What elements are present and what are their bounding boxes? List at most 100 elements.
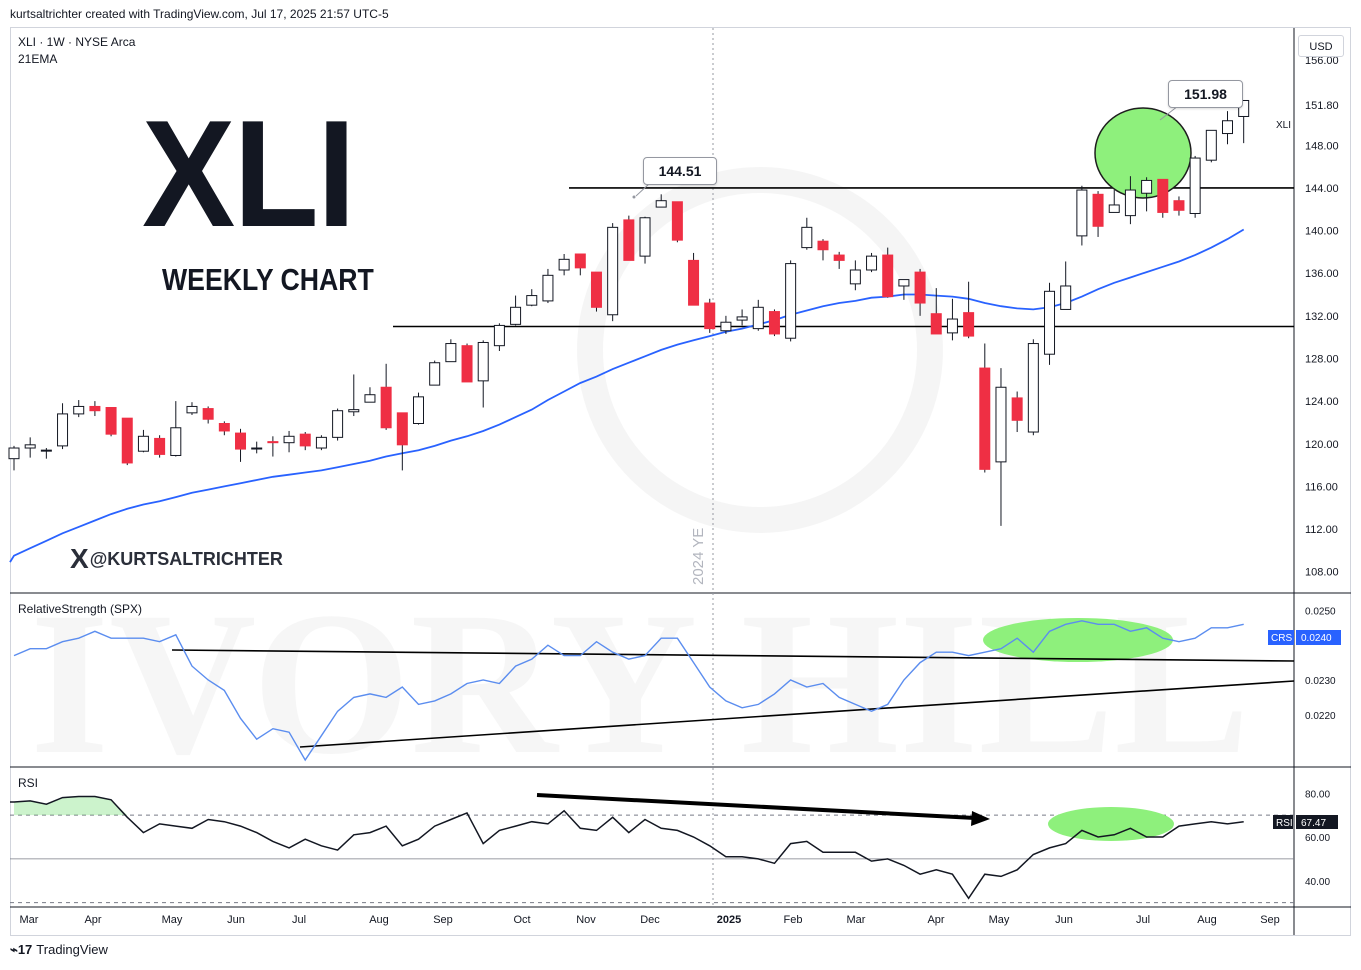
candle-body (105, 407, 117, 435)
rsi-overbought-fill (14, 796, 128, 816)
candle (752, 299, 764, 331)
candle (493, 323, 505, 352)
candle-body (720, 321, 732, 332)
candle (332, 408, 344, 441)
candle-body (590, 271, 602, 308)
price-axis-symbol: XLI (1276, 120, 1291, 131)
time-tick-label: Mar (20, 914, 39, 926)
candle (817, 239, 829, 261)
callout-pointer (635, 182, 651, 197)
candle (364, 387, 376, 403)
candle (590, 271, 602, 312)
candle-body (170, 427, 182, 456)
candle (510, 295, 522, 326)
price-tick-label: 124.00 (1305, 396, 1339, 408)
rsi-badge-tag-bg (1273, 815, 1293, 829)
price-tick-label: 156.00 (1305, 55, 1339, 67)
candle (218, 421, 230, 436)
candle-body (655, 200, 667, 208)
candle-body (1124, 189, 1136, 217)
candle-body (267, 441, 279, 444)
candle-body (704, 302, 716, 330)
brand-text: TradingView (36, 942, 108, 957)
time-tick-label: Jul (1136, 914, 1150, 926)
candle-body (526, 295, 538, 306)
rsi-pane-label[interactable]: RSI (18, 776, 39, 790)
candle-body (688, 259, 700, 306)
x-logo-icon: X (70, 543, 89, 574)
candle-body (1205, 129, 1217, 161)
candle (1108, 190, 1120, 213)
symbol-info[interactable]: XLI · 1W · NYSE Arca (18, 35, 136, 49)
candle (574, 253, 586, 276)
candle (1238, 99, 1250, 144)
year-end-label: 2024 YE (690, 528, 707, 585)
candle (979, 343, 991, 473)
candle-body (202, 408, 214, 420)
candle-body (186, 405, 198, 414)
candle-body (866, 255, 878, 271)
attribution-text: kurtsaltrichter created with TradingView… (10, 7, 389, 21)
candle (688, 252, 700, 306)
time-tick-label: Jul (292, 914, 306, 926)
candle-body (671, 201, 683, 241)
time-tick-label: Apr (927, 914, 944, 926)
callout-2024-high[interactable]: 144.51 (643, 157, 717, 185)
candle-body (510, 306, 522, 325)
candle-body (817, 240, 829, 251)
callout-current-price[interactable]: 151.98 (1168, 80, 1243, 108)
candle (720, 315, 732, 334)
candle-body (57, 413, 69, 447)
candle-body (1060, 285, 1072, 310)
price-tick-label: 140.00 (1305, 226, 1339, 238)
candle-body (348, 409, 360, 413)
candle-body (639, 217, 651, 257)
time-tick-label: Feb (784, 914, 803, 926)
handle-text: @KURTSALTRICHTER (89, 549, 283, 569)
candle-body (1141, 179, 1153, 194)
time-tick-label: Oct (513, 914, 530, 926)
candle-body (1108, 204, 1120, 213)
candle (396, 412, 408, 471)
candle (154, 435, 166, 458)
candle-body (121, 417, 133, 464)
candle (1222, 111, 1233, 145)
rs-pane-label[interactable]: RelativeStrength (SPX) (18, 602, 143, 616)
time-tick-label: Jun (227, 914, 245, 926)
ema-indicator-label[interactable]: 21EMA (18, 52, 58, 66)
footer-brand[interactable]: ⌁17 TradingView (10, 942, 108, 958)
candle-body (542, 274, 554, 302)
rs-value-badge (1268, 630, 1341, 645)
candle-body (768, 311, 780, 335)
currency-button[interactable]: USD (1298, 35, 1344, 57)
time-tick-label: Aug (369, 914, 389, 926)
time-tick-label: Sep (433, 914, 453, 926)
candle (89, 401, 101, 417)
candle (1060, 261, 1072, 310)
candle (40, 448, 52, 459)
candle-body (461, 345, 473, 383)
ema-line (9, 228, 1245, 563)
candle-body (429, 362, 441, 386)
candle-body (930, 313, 942, 335)
rs-resistance-trendline (171, 649, 1295, 662)
time-tick-label: Nov (576, 914, 596, 926)
candle-body (332, 410, 344, 438)
candle-body (785, 263, 797, 339)
candle (930, 288, 942, 335)
candle (170, 401, 182, 457)
candle (1076, 185, 1088, 246)
candle-body (607, 226, 619, 316)
candle-body (1238, 99, 1250, 117)
candle-body (1011, 397, 1023, 421)
candle-body (137, 435, 149, 452)
price-tick-label: 148.00 (1305, 140, 1339, 152)
candle (477, 340, 489, 408)
candle (8, 445, 20, 471)
time-tick-label: Aug (1197, 914, 1217, 926)
price-tick-label: 128.00 (1305, 353, 1339, 365)
rsi-value-badge (1273, 815, 1338, 829)
candle-body (1092, 193, 1104, 227)
candle (866, 252, 878, 273)
